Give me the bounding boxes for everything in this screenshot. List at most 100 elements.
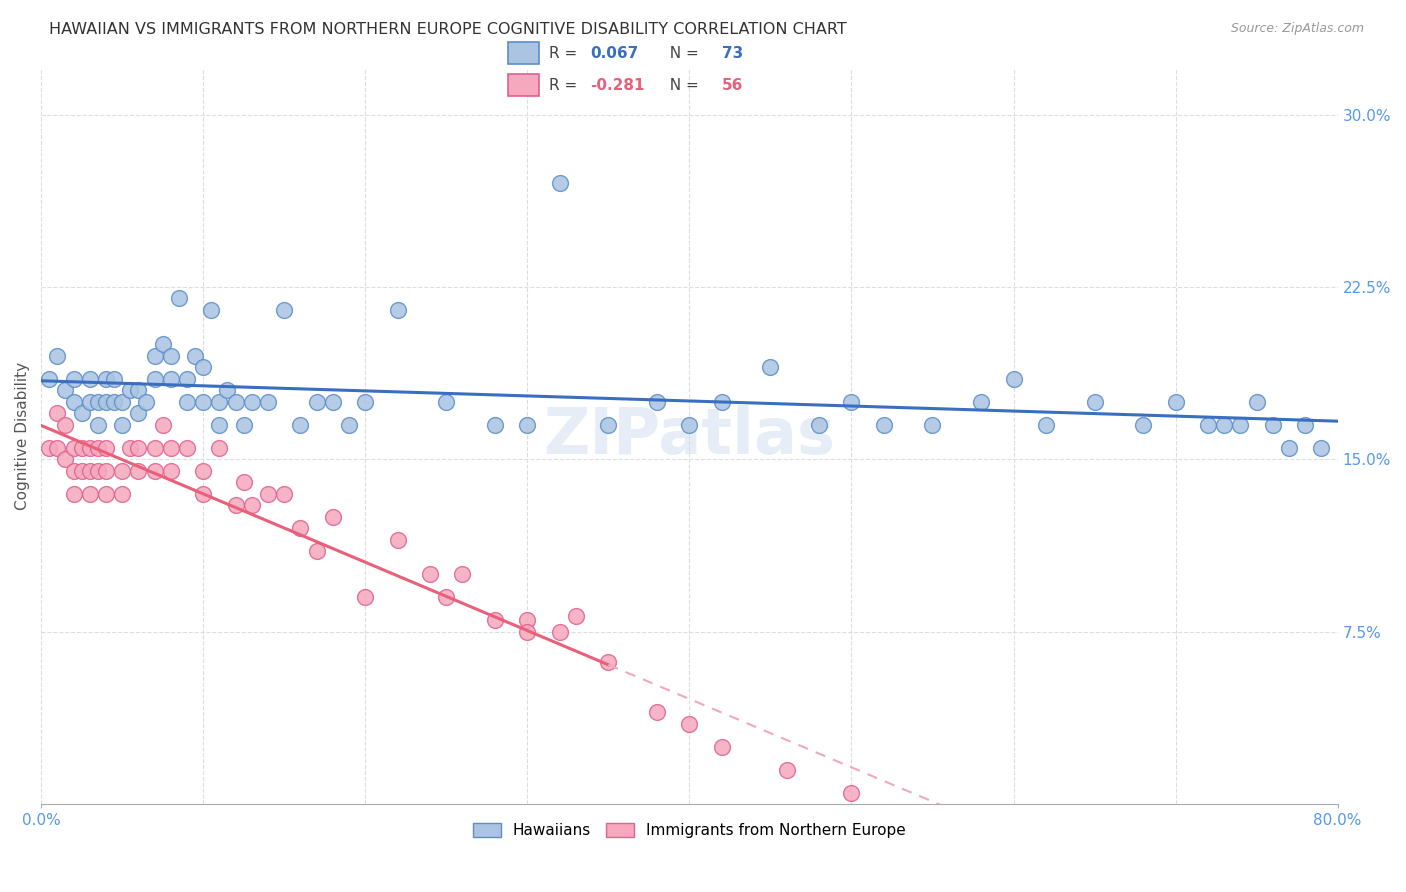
Point (678, 417, 700, 432)
Point (322, 395, 344, 409)
Point (1246, 395, 1268, 409)
Point (1035, 417, 1057, 432)
Point (143, 372, 166, 386)
Point (38, 372, 60, 386)
Point (159, 441, 181, 455)
Point (710, 739, 733, 754)
Point (159, 464, 181, 478)
Point (120, 384, 142, 398)
Point (548, 624, 571, 639)
Point (1002, 372, 1025, 386)
Point (135, 395, 157, 409)
Point (232, 417, 254, 432)
Point (176, 395, 198, 409)
Point (55, 452, 77, 467)
Point (921, 417, 943, 432)
Point (484, 417, 506, 432)
Point (94, 464, 117, 478)
Point (143, 349, 166, 363)
Point (103, 395, 125, 409)
Point (87, 441, 110, 455)
Point (240, 499, 263, 513)
Point (1083, 395, 1105, 409)
Point (94, 372, 117, 386)
Point (94, 441, 117, 455)
Point (1294, 417, 1316, 432)
Point (176, 372, 198, 386)
Point (710, 395, 733, 409)
Text: R =: R = (548, 78, 582, 93)
Point (111, 487, 134, 501)
Point (62, 441, 84, 455)
Point (1213, 417, 1236, 432)
Point (678, 716, 700, 731)
FancyBboxPatch shape (509, 75, 540, 96)
Point (208, 441, 231, 455)
Point (217, 384, 239, 398)
Text: -0.281: -0.281 (591, 78, 645, 93)
Point (208, 395, 231, 409)
Point (103, 372, 125, 386)
Point (87, 464, 110, 478)
Point (55, 384, 77, 398)
Point (970, 395, 993, 409)
Text: 73: 73 (721, 45, 744, 61)
Point (516, 624, 538, 639)
Point (387, 302, 409, 317)
Point (322, 509, 344, 524)
Point (273, 302, 295, 317)
Point (94, 487, 117, 501)
Point (434, 395, 457, 409)
Text: 0.067: 0.067 (591, 45, 638, 61)
Point (548, 177, 571, 191)
Point (290, 521, 312, 535)
Point (127, 406, 149, 420)
Point (79, 487, 101, 501)
Point (46, 349, 69, 363)
Point (484, 613, 506, 627)
Point (273, 487, 295, 501)
Point (79, 441, 101, 455)
Point (87, 395, 110, 409)
Text: HAWAIIAN VS IMMIGRANTS FROM NORTHERN EUROPE COGNITIVE DISABILITY CORRELATION CHA: HAWAIIAN VS IMMIGRANTS FROM NORTHERN EUR… (49, 22, 846, 37)
Point (111, 395, 134, 409)
Point (598, 655, 620, 669)
Point (645, 395, 668, 409)
Point (127, 384, 149, 398)
Point (87, 417, 110, 432)
Point (159, 372, 181, 386)
Text: ZIPatlas: ZIPatlas (543, 406, 835, 467)
Point (873, 417, 896, 432)
Point (152, 337, 174, 351)
Point (62, 464, 84, 478)
Text: R =: R = (548, 45, 582, 61)
Point (79, 395, 101, 409)
Text: N =: N = (659, 45, 703, 61)
Point (225, 499, 247, 513)
Point (337, 417, 360, 432)
Point (62, 372, 84, 386)
Point (419, 567, 441, 582)
Point (159, 349, 181, 363)
Y-axis label: Cognitive Disability: Cognitive Disability (15, 362, 30, 510)
Point (127, 441, 149, 455)
Point (598, 417, 620, 432)
Point (193, 464, 215, 478)
Point (70, 464, 93, 478)
Point (232, 475, 254, 490)
Point (225, 395, 247, 409)
Point (516, 613, 538, 627)
Point (645, 706, 668, 720)
Point (208, 417, 231, 432)
Point (305, 395, 328, 409)
Point (354, 395, 377, 409)
Point (193, 360, 215, 375)
Point (240, 395, 263, 409)
Point (387, 533, 409, 547)
Point (38, 441, 60, 455)
Point (167, 292, 190, 306)
Point (94, 395, 117, 409)
Point (152, 417, 174, 432)
Point (290, 417, 312, 432)
Point (111, 417, 134, 432)
